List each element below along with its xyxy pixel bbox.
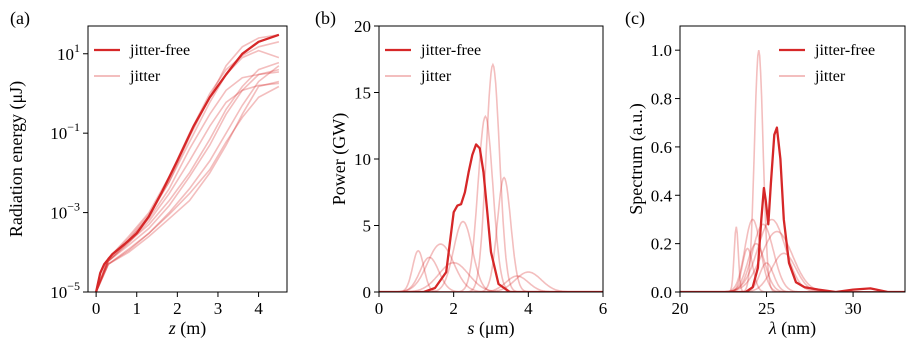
jitter-line-3 <box>95 65 280 292</box>
x-axis-label-var: z <box>168 318 176 338</box>
y-tick-exponent: −3 <box>67 200 80 214</box>
legend-label-jitter: jitter <box>814 68 846 85</box>
x-tick-label: 25 <box>758 299 775 318</box>
y-tick-base: 10 <box>50 204 67 223</box>
y-tick-label: 20 <box>354 17 371 36</box>
jitter-line-8 <box>379 261 603 292</box>
legend: jitter-free jitter <box>385 42 481 85</box>
jitter-line-1 <box>379 114 603 292</box>
jitter-line-7 <box>95 85 280 292</box>
x-axis-label-unit: (nm) <box>777 318 817 339</box>
y-tick-label: 10−1 <box>50 120 80 143</box>
y-tick-exponent: 1 <box>74 41 80 55</box>
jitter-line-2 <box>379 176 603 292</box>
y-tick-label: 0.8 <box>651 90 672 109</box>
y-axis-label: Spectrum (a.u.) <box>626 103 647 214</box>
x-tick-label: 30 <box>845 299 862 318</box>
x-tick-label: 3 <box>214 299 223 318</box>
jitter-line-4 <box>379 243 603 292</box>
y-tick-label: 0.4 <box>651 186 673 205</box>
legend-label-jitter-free: jitter-free <box>814 42 875 59</box>
jitter-line-1 <box>680 226 905 292</box>
y-axis-label: Power (GW) <box>329 113 350 205</box>
x-tick-label: 0 <box>375 299 384 318</box>
y-tick-label: 0.6 <box>651 138 672 157</box>
jitter-line-4 <box>680 223 905 292</box>
y-tick-label: 0 <box>363 283 372 302</box>
y-tick-base: 10 <box>50 124 67 143</box>
jitter-line-7 <box>680 252 905 292</box>
y-tick-exponent: −5 <box>67 279 80 293</box>
jitter-line-5 <box>379 249 603 292</box>
legend-label-jitter-free: jitter-free <box>420 42 481 59</box>
x-tick-label: 4 <box>524 299 533 318</box>
x-axis-label-unit: (m) <box>176 318 207 339</box>
legend: jitter-free jitter <box>94 42 190 85</box>
curves <box>680 50 905 292</box>
y-tick-label: 10 <box>354 150 371 169</box>
jitter-line-0 <box>379 62 603 292</box>
jitter-line-3 <box>680 218 905 292</box>
jitter-line-2 <box>95 61 280 292</box>
y-tick-base: 10 <box>57 45 74 64</box>
axes-frame <box>679 25 906 293</box>
jitter-line-6 <box>379 256 603 292</box>
x-tick-label: 1 <box>132 299 141 318</box>
jitter-line-4 <box>95 80 280 292</box>
jitter-line-8 <box>95 82 279 292</box>
jitter-free-line <box>680 126 905 292</box>
jitter-line-5 <box>95 68 280 292</box>
x-axis-label: z (m) <box>168 318 207 339</box>
panel-b: 0 2 4 6 0 5 10 15 20 s (μm) Power (GW) (b) jitter-fr… <box>315 8 607 339</box>
curves <box>94 33 280 292</box>
x-tick-label: 20 <box>672 299 689 318</box>
y-tick-base: 10 <box>50 283 67 302</box>
panel-label: (c) <box>625 8 645 29</box>
y-tick-label: 1.0 <box>651 41 672 60</box>
axes-frame <box>87 25 288 293</box>
jitter-line-5 <box>680 230 905 292</box>
jitter-free-line <box>94 33 280 292</box>
x-axis-label-var: λ <box>768 318 777 338</box>
y-tick-label: 10−5 <box>50 279 80 302</box>
x-tick-label: 0 <box>92 299 101 318</box>
y-tick-label: 101 <box>57 41 80 64</box>
x-tick-label: 6 <box>599 299 608 318</box>
panel-label: (a) <box>10 8 30 29</box>
x-axis-label-var: s <box>467 318 474 338</box>
x-tick-label: 2 <box>449 299 458 318</box>
jitter-line-9 <box>379 275 603 292</box>
x-axis-label-unit: (μm) <box>474 318 514 339</box>
x-tick-label: 2 <box>173 299 182 318</box>
curves <box>379 62 603 292</box>
y-tick-label: 5 <box>363 217 372 236</box>
y-axis-label: Radiation energy (μJ) <box>6 81 27 237</box>
y-tick-label: 10−3 <box>50 200 80 223</box>
jitter-line-3 <box>379 220 603 292</box>
x-axis-label: λ (nm) <box>768 318 816 339</box>
legend-label-jitter-free: jitter-free <box>129 42 190 59</box>
legend-label-jitter: jitter <box>420 68 452 85</box>
y-tick-label: 0.0 <box>651 283 672 302</box>
legend-label-jitter: jitter <box>129 68 161 85</box>
panel-c: 20 25 30 0.0 0.2 0.4 0.6 0.8 1.0 λ (nm) Spectrum (… <box>625 8 906 339</box>
jitter-free-line <box>379 143 603 292</box>
y-tick-label: 15 <box>354 84 371 103</box>
y-tick-label: 0.2 <box>651 235 672 254</box>
y-tick-exponent: −1 <box>67 120 80 134</box>
x-tick-label: 4 <box>254 299 263 318</box>
x-axis-label: s (μm) <box>467 318 514 339</box>
legend: jitter-free jitter <box>779 42 875 85</box>
panel-label: (b) <box>315 8 336 29</box>
